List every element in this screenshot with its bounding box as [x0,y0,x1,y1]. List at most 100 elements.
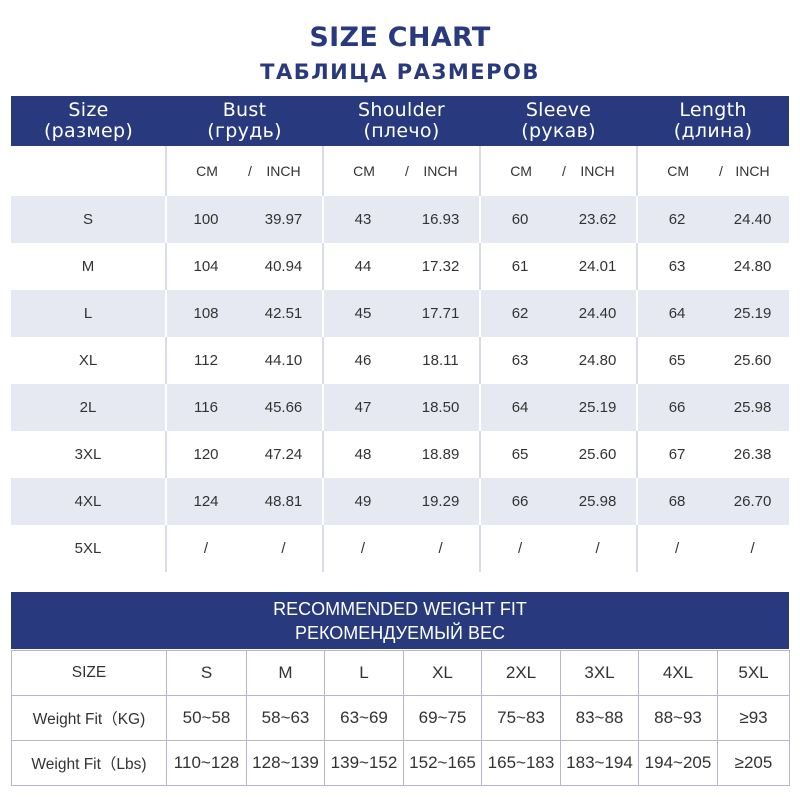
length-in-cell: 26.70 [716,478,790,525]
bust-cm-cell: / [165,525,245,572]
size-cell: 4XL [11,478,166,525]
shoulder-cm-cell: 49 [322,478,403,525]
sleeve-in-cell: 24.80 [578,352,617,369]
weight-size-cell: 5XL [717,650,790,696]
header-bust: Bust (грудь) [166,96,324,146]
shoulder-in-cell: 18.50 [402,384,481,431]
weight-kg-label: Weight Fit（KG) [11,695,167,741]
weight-kg-cell: ≥93 [717,695,790,741]
units-blank [11,146,166,196]
weight-kg-cell: 88~93 [638,695,718,741]
length-cm-cell: 66 [636,384,717,431]
size-row: 2L 116 45.66 47 18.50 64 25.19 66 25.98 [11,384,790,431]
sleeve-in-cell: 24.01 [578,258,617,275]
unit-inch: INCH [735,163,770,179]
weight-kg-cell: 63~69 [324,695,404,741]
length-in-cell: 25.60 [733,352,772,369]
sleeve-cm-cell: 63 [479,337,560,384]
size-row: S 100 39.97 43 16.93 60 23.62 62 24.40 [11,196,790,243]
weight-kg-cell: 75~83 [481,695,561,741]
shoulder-in-cell: 19.29 [402,478,481,525]
size-cell: S [11,196,166,243]
unit-separator: / [718,163,723,179]
shoulder-cm-cell: 48 [322,431,403,478]
shoulder-cm-cell: 43 [322,196,403,243]
weight-size-cell: 4XL [638,650,718,696]
weight-fit-header: RECOMMENDED WEIGHT FIT РЕКОМЕНДУЕМЫЙ ВЕС [11,592,789,649]
shoulder-cm-cell: 44 [322,243,403,290]
units-row: CM / INCH CM / INCH CM / INCH CM / INCH [11,146,789,196]
length-in-cell: / [750,540,755,557]
bust-cm-cell: 124 [165,478,245,525]
length-in-cell: 25.19 [716,290,790,337]
weight-size-cell: 2XL [481,650,561,696]
unit-inch: INCH [580,163,615,179]
sleeve-in-cell: / [595,540,600,557]
weight-table-body: SIZE S M L XL 2XL 3XL 4XL 5XL Weight Fit（KG) 50~58… [11,650,790,786]
bust-cm-cell: 104 [165,243,245,290]
sleeve-cm-cell: / [479,525,560,572]
sleeve-cm-cell: 61 [479,243,560,290]
length-cm-cell: 68 [636,478,717,525]
size-cell: L [11,290,166,337]
sleeve-cm-cell: 65 [479,431,560,478]
header-sleeve: Sleeve (рукав) [480,96,638,146]
weight-lbs-label: Weight Fit（Lbs) [11,740,167,786]
sleeve-in-cell: 24.40 [559,290,638,337]
size-cell: M [81,258,95,275]
weight-size-row: SIZE S M L XL 2XL 3XL 4XL 5XL [11,650,790,696]
size-row: 5XL / / / / / / / / [11,525,789,572]
length-cm-cell: 64 [636,290,717,337]
shoulder-cm-cell: 45 [322,290,403,337]
shoulder-cm-cell: 47 [322,384,403,431]
length-cm-cell: 63 [636,243,717,290]
unit-separator: / [247,163,252,179]
length-cm-cell: 62 [636,196,717,243]
size-header-row: Size (размер) Bust (грудь) Shoulder (плечо)… [11,96,790,146]
length-in-cell: 24.80 [733,258,772,275]
weight-kg-row: Weight Fit（KG) 50~58 58~63 63~69 69~75 75~83 8… [11,695,790,741]
bust-cm-cell: 100 [165,196,245,243]
size-cell: XL [78,352,98,369]
shoulder-cm-cell: / [322,525,403,572]
sleeve-cm-cell: 64 [479,384,560,431]
weight-lbs-cell: 183~194 [560,740,639,786]
size-cell: 3XL [74,446,102,463]
weight-size-cell: 3XL [560,650,639,696]
bust-cm-cell: 116 [165,384,245,431]
weight-size-cell: S [166,650,247,696]
bust-in-cell: 42.51 [245,290,324,337]
length-cm-cell: 65 [636,337,717,384]
size-table-body: CM / INCH CM / INCH CM / INCH CM / INCH S 100… [11,146,790,572]
weight-lbs-cell: 194~205 [638,740,718,786]
length-in-cell: 26.38 [733,446,772,463]
sleeve-in-cell: 25.60 [578,446,617,463]
bust-in-cell: 45.66 [245,384,324,431]
header-length: Length (длина) [637,96,790,146]
bust-in-cell: 39.97 [245,196,324,243]
shoulder-in-cell: 17.71 [402,290,481,337]
length-cm-cell: / [636,525,717,572]
shoulder-in-cell: 18.11 [422,352,459,369]
bust-cm-cell: 108 [165,290,245,337]
header-size: Size (размер) [11,96,166,146]
weight-lbs-cell: 110~128 [166,740,247,786]
bust-in-cell: / [281,540,286,557]
bust-cm-cell: 120 [165,431,245,478]
length-cm-cell: 67 [636,431,717,478]
unit-separator: / [561,163,566,179]
sleeve-in-cell: 25.98 [559,478,638,525]
weight-lbs-cell: 152~165 [403,740,482,786]
unit-cm: CM / [165,146,252,196]
bust-in-cell: 44.10 [264,352,303,369]
shoulder-cm-cell: 46 [322,337,403,384]
header-shoulder: Shoulder (плечо) [323,96,481,146]
weight-size-cell: XL [403,650,482,696]
size-row: L 108 42.51 45 17.71 62 24.40 64 25.19 [11,290,790,337]
weight-title-ru: РЕКОМЕНДУЕМЫЙ ВЕС [294,623,505,643]
page-subtitle: ТАБЛИЦА РАЗМЕРОВ [260,60,540,84]
sleeve-cm-cell: 60 [479,196,560,243]
weight-kg-cell: 69~75 [403,695,482,741]
sleeve-cm-cell: 62 [479,290,560,337]
weight-size-label: SIZE [11,650,167,696]
